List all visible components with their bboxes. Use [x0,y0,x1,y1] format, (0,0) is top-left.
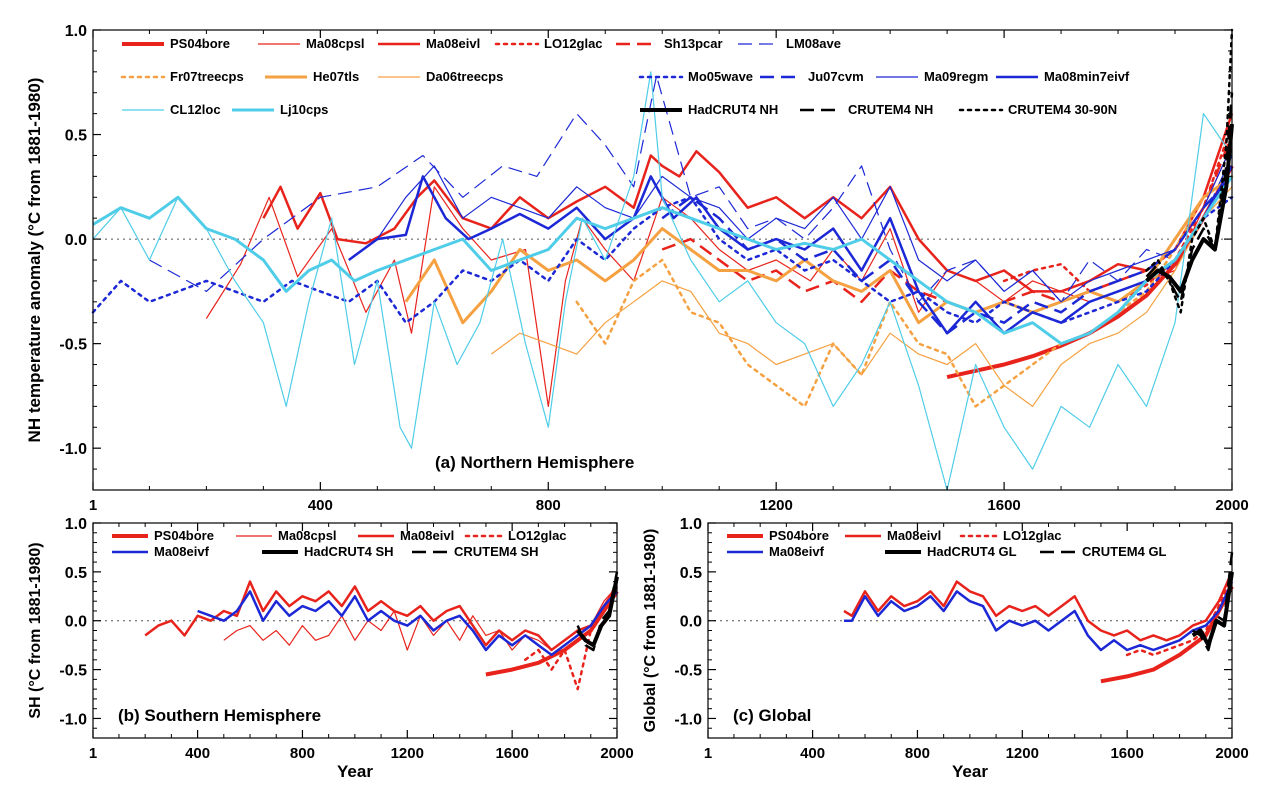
series-line-ma08eivf [844,581,1234,652]
y-tick-label: -0.5 [59,337,87,354]
series-line-ps04bore [485,590,619,677]
y-tick-label: 0.5 [680,565,702,582]
legend-label: LO12glac [544,36,603,51]
x-tick-label: 1 [89,497,97,514]
series-line-crutem4-30-90n [1145,28,1234,314]
legend-label: CL12loc [170,102,221,117]
x-tick-label: 1 [89,745,97,762]
legend-label: Ma09regm [924,69,988,84]
y-tick-label: -1.0 [674,711,702,728]
y-tick-label: 1.0 [65,23,87,40]
panel-label: (b) Southern Hemisphere [118,706,321,725]
panel-global: 1 400 800 1200 1600 2000 -1.0 -0.5 0.0 0.5 1.0 Glob… [642,516,1249,781]
legend-label: Ma08eivl [887,528,941,543]
series-line-crutem4-sh [576,571,619,652]
x-tick-label: 1 [704,745,712,762]
x-axis-label: Year [337,762,373,781]
legend-label: HadCRUT4 GL [927,544,1017,559]
y-axis-label: Global (°C from 1881-1980) [642,529,659,733]
x-tick-label: 1600 [987,497,1020,514]
series-line-ps04bore [1100,585,1234,684]
legend-label: Ma08cpsl [306,36,365,51]
legend-label: CRUTEM4 GL [1082,544,1167,559]
x-tick-label: 800 [905,745,930,762]
series-line-ju07cvm [661,175,1233,335]
x-tick-label: 2000 [1215,497,1248,514]
x-tick-label: 1200 [391,745,424,762]
legend-label: Ma08min7eivf [1044,69,1130,84]
y-tick-label: 0.0 [65,232,87,249]
legend-label: Ma08eivl [400,528,454,543]
y-axis-label: SH (°C from 1881-1980) [27,542,44,718]
y-tick-label: 0.0 [65,614,87,631]
y-axis-label: NH temperature anomaly (°C from 1881-198… [25,78,44,443]
legend-label: Sh13pcar [664,36,723,51]
x-tick-label: 1200 [759,497,792,514]
legend-label: Da06treecps [426,69,503,84]
series-line-ma08eivl [843,571,1234,642]
x-axis-label: Year [952,762,988,781]
legend-label: He07tls [313,69,359,84]
series-line-crutem4-nh [1145,92,1234,304]
legend-label: CRUTEM4 30-90N [1008,102,1117,117]
series-line-ma09regm [376,144,1233,303]
series-line-ma08eivl [144,580,619,652]
x-tick-label: 1200 [1006,745,1039,762]
panel-label: (c) Global [733,706,811,725]
y-tick-label: -0.5 [59,663,87,680]
y-tick-label: 0.5 [65,128,87,145]
series-line-lo12glac [524,580,619,691]
x-tick-label: 2000 [600,745,633,762]
legend-label: Fr07treecps [170,69,244,84]
y-tick-label: -1.0 [59,441,87,458]
x-tick-label: 400 [800,745,825,762]
series-line-ma08eivf [197,590,618,657]
legend-label: Mo05wave [688,69,753,84]
series-line-da06treecps [490,186,1233,407]
series-line-cl12loc [92,71,1233,491]
y-tick-label: 1.0 [680,516,702,533]
legend-label: LM08ave [786,36,841,51]
legend-label: HadCRUT4 NH [688,102,778,117]
x-tick-label: 400 [308,497,333,514]
legend-label: LO12glac [1003,528,1062,543]
x-tick-label: 800 [290,745,315,762]
legend-label: Ma08cpsl [278,528,337,543]
legend-label: LO12glac [508,528,567,543]
panel-label: (a) Northern Hemisphere [435,453,634,472]
y-tick-label: -0.5 [674,663,702,680]
y-tick-label: 1.0 [65,516,87,533]
panel-southern-hemisphere: 1 400 800 1200 1600 2000 -1.0 -0.5 0.0 0.5 1.0 SH (… [27,516,634,781]
series-line-he07tls [404,175,1233,325]
y-tick-label: 0.5 [65,565,87,582]
legend-label: CRUTEM4 NH [848,102,933,117]
legend-label: Ju07cvm [808,69,864,84]
legend-label: PS04bore [170,36,230,51]
series-line-crutem4-gl [1192,552,1234,652]
series-line-lj10cps [92,175,1234,346]
legend-label: HadCRUT4 SH [304,544,394,559]
series-line-hadcrut4-nh [1145,123,1234,294]
x-tick-label: 1600 [1110,745,1143,762]
legend-label: Ma08eivf [769,544,825,559]
x-tick-label: 800 [536,497,561,514]
series-line-ma08cpsl [223,586,618,651]
legend-label: Lj10cps [280,102,328,117]
series-line-ma08cpsl [205,144,1233,407]
legend-label: PS04bore [154,528,214,543]
x-tick-label: 1600 [495,745,528,762]
legend-label: Ma08eivl [426,36,480,51]
legend-label: CRUTEM4 SH [454,544,539,559]
series-line-lo12glac [1002,122,1234,304]
y-tick-label: -1.0 [59,711,87,728]
x-tick-label: 2000 [1215,745,1248,762]
y-tick-label: 0.0 [680,614,702,631]
x-tick-label: 400 [185,745,210,762]
panel-northern-hemisphere: 1 400 800 1200 1600 2000 -1.0 -0.5 0.0 0.5 1.0 NH t… [25,23,1249,514]
legend-label: Ma08eivf [154,544,210,559]
legend-label: PS04bore [769,528,829,543]
